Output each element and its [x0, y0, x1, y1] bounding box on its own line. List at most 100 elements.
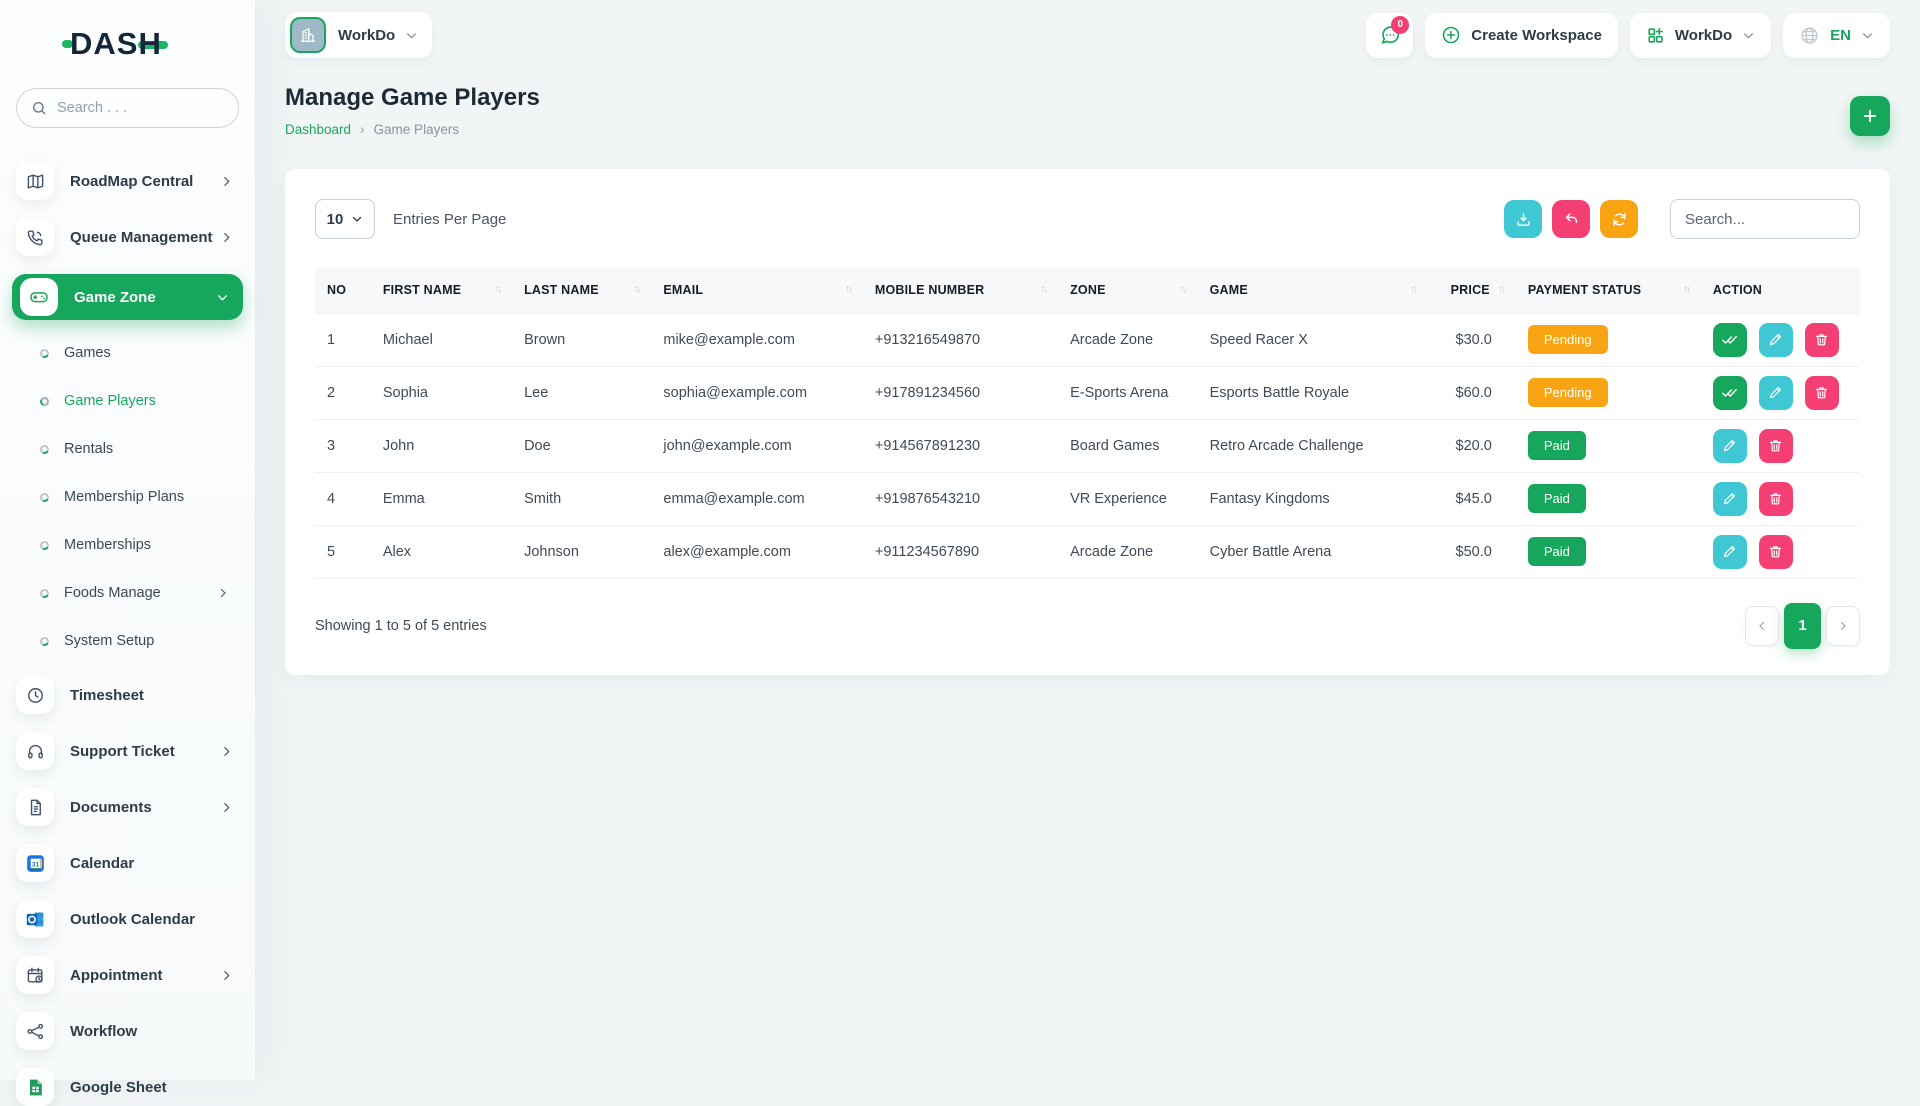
google-calendar-icon: 31 [16, 844, 54, 882]
header-actions: 0 Create Workspace WorkDo EN [1366, 13, 1890, 58]
sidebar-item-support-ticket[interactable]: Support Ticket [12, 732, 243, 770]
chat-button[interactable]: 0 [1366, 13, 1413, 58]
pagination-next[interactable] [1826, 606, 1860, 646]
pagination: 1 [1745, 603, 1860, 649]
column-header-last-name[interactable]: LAST NAME↑↓ [512, 267, 651, 313]
delete-button[interactable] [1805, 323, 1839, 357]
delete-button[interactable] [1759, 482, 1793, 516]
cell-last-name: Doe [512, 419, 651, 472]
bullet-icon [39, 587, 51, 599]
sidebar-subitem-membership-plans[interactable]: Membership Plans [40, 482, 229, 512]
cell-first-name: Emma [371, 472, 512, 525]
export-button[interactable] [1504, 200, 1542, 238]
sidebar-subitem-system-setup[interactable]: System Setup [40, 626, 229, 656]
sidebar-subitem-rentals[interactable]: Rentals [40, 434, 229, 464]
chevron-down-icon [216, 291, 229, 304]
sidebar-search-input[interactable] [57, 100, 207, 116]
cell-no: 5 [315, 525, 371, 578]
workspace-selector[interactable]: WorkDo [285, 12, 432, 58]
language-selector[interactable]: EN [1783, 13, 1890, 58]
cell-payment-status: Pending [1516, 313, 1701, 366]
sidebar-item-documents[interactable]: Documents [12, 788, 243, 826]
edit-button[interactable] [1759, 323, 1793, 357]
status-badge: Pending [1528, 378, 1608, 407]
cell-last-name: Smith [512, 472, 651, 525]
building-icon [290, 17, 326, 53]
sidebar-item-google-sheet[interactable]: Google Sheet [12, 1068, 243, 1106]
cell-action [1701, 525, 1860, 578]
logo-text: DASH [70, 26, 162, 62]
refresh-button[interactable] [1600, 200, 1638, 238]
sidebar-item-workflow[interactable]: Workflow [12, 1012, 243, 1050]
sidebar-item-calendar[interactable]: 31 Calendar [12, 844, 243, 882]
column-header-zone[interactable]: ZONE↑↓ [1058, 267, 1198, 313]
column-header-action[interactable]: ACTION [1701, 267, 1860, 313]
edit-button[interactable] [1713, 429, 1747, 463]
top-header: WorkDo 0 Create Workspace WorkDo [255, 0, 1920, 70]
column-header-first-name[interactable]: FIRST NAME↑↓ [371, 267, 512, 313]
pagination-prev[interactable] [1745, 606, 1779, 646]
cell-zone: E-Sports Arena [1058, 366, 1198, 419]
sort-icon: ↑↓ [1402, 284, 1416, 295]
cell-mobile: +911234567890 [863, 525, 1058, 578]
chevron-left-icon [1756, 620, 1768, 632]
chevron-right-icon [217, 587, 229, 599]
edit-button[interactable] [1713, 482, 1747, 516]
status-badge: Paid [1528, 484, 1586, 513]
cell-email: alex@example.com [651, 525, 862, 578]
sidebar-item-timesheet[interactable]: Timesheet [12, 676, 243, 714]
table-row: 2 Sophia Lee sophia@example.com +9178912… [315, 366, 1860, 419]
breadcrumb-dashboard-link[interactable]: Dashboard [285, 122, 351, 137]
sidebar-item-appointment[interactable]: Appointment [12, 956, 243, 994]
column-header-price[interactable]: PRICE↑↓ [1428, 267, 1516, 313]
sidebar-subitem-foods-manage[interactable]: Foods Manage [40, 578, 229, 608]
undo-button[interactable] [1552, 200, 1590, 238]
cell-email: john@example.com [651, 419, 862, 472]
delete-button[interactable] [1759, 535, 1793, 569]
sidebar-subitem-game-players[interactable]: Game Players [40, 386, 229, 416]
pagination-page-1[interactable]: 1 [1784, 603, 1821, 649]
column-header-email[interactable]: EMAIL↑↓ [651, 267, 862, 313]
cell-payment-status: Paid [1516, 525, 1701, 578]
sidebar-item-roadmap-central[interactable]: RoadMap Central [12, 162, 243, 200]
table-search-input[interactable] [1670, 199, 1860, 239]
map-icon [16, 162, 54, 200]
column-header-game[interactable]: GAME↑↓ [1198, 267, 1428, 313]
sidebar-search[interactable] [16, 88, 239, 128]
sidebar-item-game-zone[interactable]: Game Zone [12, 274, 243, 320]
table-footer: Showing 1 to 5 of 5 entries 1 [315, 603, 1860, 649]
table-row: 3 John Doe john@example.com +91456789123… [315, 419, 1860, 472]
chevron-down-icon [1861, 29, 1874, 42]
add-player-button[interactable] [1850, 96, 1890, 136]
approve-button[interactable] [1713, 376, 1747, 410]
cell-zone: Board Games [1058, 419, 1198, 472]
edit-button[interactable] [1759, 376, 1793, 410]
workdo-menu-button[interactable]: WorkDo [1630, 13, 1771, 58]
undo-icon [1563, 211, 1580, 228]
breadcrumb-separator: › [360, 122, 365, 137]
status-badge: Paid [1528, 537, 1586, 566]
cell-mobile: +919876543210 [863, 472, 1058, 525]
pencil-icon [1768, 385, 1783, 400]
breadcrumb: Dashboard › Game Players [285, 122, 1890, 137]
share-icon [16, 1012, 54, 1050]
column-header-no[interactable]: NO [315, 267, 371, 313]
approve-button[interactable] [1713, 323, 1747, 357]
sidebar-subitem-games[interactable]: Games [40, 338, 229, 368]
pencil-icon [1722, 491, 1737, 506]
delete-button[interactable] [1805, 376, 1839, 410]
sidebar-subitem-memberships[interactable]: Memberships [40, 530, 229, 560]
sidebar-item-queue-management[interactable]: Queue Management [12, 218, 243, 256]
entries-per-page-select[interactable]: 10 [315, 199, 375, 239]
sidebar-item-outlook-calendar[interactable]: Outlook Calendar [12, 900, 243, 938]
create-workspace-button[interactable]: Create Workspace [1425, 13, 1618, 58]
cell-game: Esports Battle Royale [1198, 366, 1428, 419]
edit-button[interactable] [1713, 535, 1747, 569]
refresh-icon [1611, 211, 1628, 228]
column-header-payment-status[interactable]: PAYMENT STATUS↑↓ [1516, 267, 1701, 313]
table-actions [1504, 199, 1860, 239]
delete-button[interactable] [1759, 429, 1793, 463]
clock-icon [16, 676, 54, 714]
cell-no: 2 [315, 366, 371, 419]
column-header-mobile[interactable]: MOBILE NUMBER↑↓ [863, 267, 1058, 313]
